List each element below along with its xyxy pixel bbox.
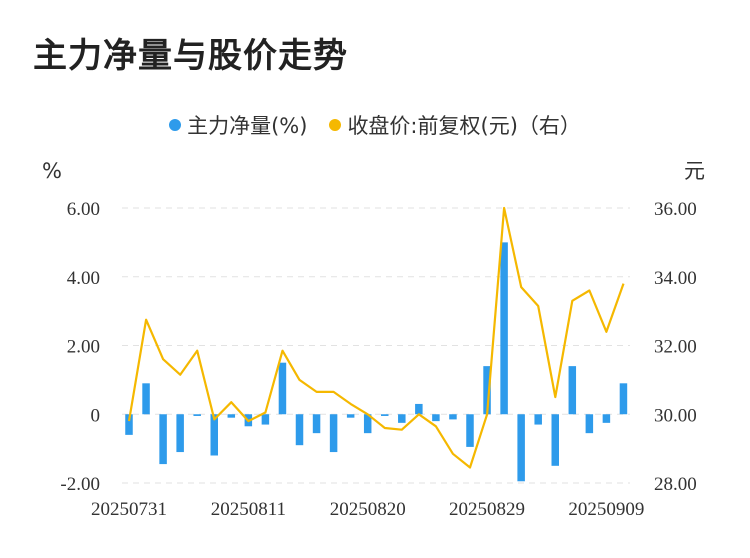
bar	[312, 414, 321, 434]
bar	[329, 414, 338, 453]
bar	[500, 242, 508, 415]
right-axis-tick-label: 36.00	[654, 199, 697, 220]
axis-labels: 6.00 36.00 4.00 34.00 2.00 32.00 0 30.00 -2.00 28…	[60, 199, 696, 520]
legend-dot-close-price	[329, 119, 342, 131]
bar	[346, 414, 355, 418]
bar	[159, 414, 167, 465]
bar	[261, 414, 270, 425]
left-axis-tick-label: -2.00	[60, 474, 100, 495]
bar	[449, 414, 457, 420]
legend-item-close-price[interactable]: 收盘价:前复权(元)（右）	[329, 110, 581, 140]
x-axis-tick-label: 20250811	[211, 499, 286, 520]
x-axis-tick-label: 20250731	[91, 499, 167, 520]
gridlines	[122, 207, 630, 484]
bar	[193, 414, 201, 416]
bar	[295, 414, 304, 446]
bar	[568, 366, 577, 415]
chart-title: 主力净量与股价走势	[33, 36, 348, 76]
chart-legend: 主力净量(%) 收盘价:前复权(元)（右）	[0, 108, 750, 142]
legend-label-close-price: 收盘价:前复权(元)（右）	[347, 114, 581, 138]
bar	[381, 414, 389, 416]
bar	[619, 383, 628, 415]
left-axis-tick-label: 6.00	[67, 199, 100, 220]
right-axis-tick-label: 30.00	[654, 405, 697, 426]
left-axis-unit: %	[42, 159, 62, 183]
right-axis-tick-label: 34.00	[654, 268, 697, 289]
bar	[466, 414, 474, 447]
legend-label-net-volume: 主力净量(%)	[187, 114, 308, 138]
bar	[585, 414, 594, 434]
right-axis-tick-label: 32.00	[654, 337, 697, 358]
bar	[363, 414, 372, 434]
line-series	[127, 206, 625, 469]
x-axis-tick-label: 20250909	[568, 499, 644, 520]
bar	[176, 414, 184, 453]
bar	[551, 414, 559, 466]
bar	[210, 414, 218, 456]
bar	[142, 383, 150, 415]
bar	[125, 414, 133, 435]
bar	[432, 414, 440, 422]
left-axis-tick-label: 2.00	[67, 337, 100, 358]
left-axis-tick-label: 0	[91, 405, 101, 426]
left-axis-tick-label: 4.00	[67, 268, 100, 289]
bar	[517, 414, 525, 482]
right-axis-tick-label: 28.00	[654, 474, 697, 495]
bar	[534, 414, 542, 425]
bar	[278, 362, 287, 415]
close-price-line	[127, 206, 625, 469]
x-axis-tick-label: 20250829	[449, 499, 525, 520]
right-axis-unit: 元	[684, 159, 705, 183]
x-axis-tick-label: 20250820	[330, 499, 406, 520]
bar	[227, 414, 236, 418]
bar	[415, 403, 423, 415]
bar	[483, 366, 491, 415]
bar	[398, 414, 406, 423]
legend-item-net-volume[interactable]: 主力净量(%)	[169, 110, 307, 140]
legend-dot-net-volume	[169, 119, 182, 131]
bar	[602, 414, 611, 423]
